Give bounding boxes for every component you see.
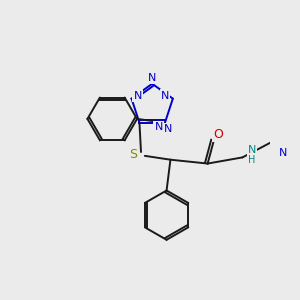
Text: O: O xyxy=(213,128,223,141)
Text: H: H xyxy=(248,155,256,166)
Text: N: N xyxy=(164,124,172,134)
Text: S: S xyxy=(129,148,137,161)
Text: N: N xyxy=(134,91,142,100)
Text: N: N xyxy=(154,122,163,132)
Text: N: N xyxy=(161,91,169,100)
Text: N: N xyxy=(248,145,256,155)
Text: N: N xyxy=(148,73,156,82)
Text: N: N xyxy=(279,148,288,158)
